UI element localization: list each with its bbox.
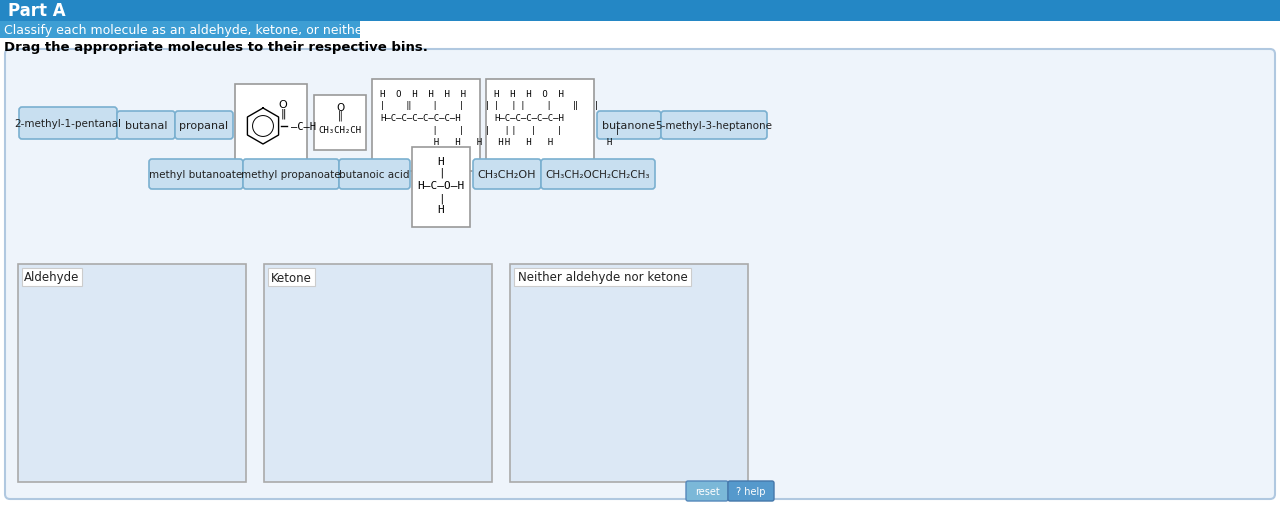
FancyBboxPatch shape — [268, 269, 315, 286]
FancyBboxPatch shape — [116, 112, 175, 140]
Text: H  O  H  H  H  H: H O H H H H — [380, 89, 466, 98]
Text: |    |    |          |: | | | | — [494, 125, 620, 134]
FancyBboxPatch shape — [5, 50, 1275, 499]
Text: H   H   H          H: H H H H — [494, 137, 612, 146]
FancyBboxPatch shape — [541, 160, 655, 189]
FancyBboxPatch shape — [412, 147, 470, 228]
Text: H—C—O—H: H—C—O—H — [417, 181, 465, 190]
FancyBboxPatch shape — [596, 112, 660, 140]
Text: Classify each molecule as an aldehyde, ketone, or neither.: Classify each molecule as an aldehyde, k… — [4, 24, 370, 37]
Text: CH₃CH₂OH: CH₃CH₂OH — [477, 170, 536, 180]
FancyBboxPatch shape — [515, 269, 691, 286]
FancyBboxPatch shape — [264, 265, 492, 482]
FancyBboxPatch shape — [474, 160, 541, 189]
Text: |: | — [438, 168, 444, 178]
Text: —C—H: —C—H — [291, 122, 316, 132]
FancyBboxPatch shape — [339, 160, 410, 189]
FancyBboxPatch shape — [18, 265, 246, 482]
Text: CH₃CH₂CH: CH₃CH₂CH — [319, 125, 361, 134]
FancyBboxPatch shape — [660, 112, 767, 140]
Text: CH₃CH₂OCH₂CH₂CH₃: CH₃CH₂OCH₂CH₂CH₃ — [545, 170, 650, 180]
Text: methyl butanoate: methyl butanoate — [150, 170, 243, 180]
Text: propanal: propanal — [179, 121, 229, 131]
Text: methyl propanoate: methyl propanoate — [241, 170, 340, 180]
Text: O: O — [335, 103, 344, 113]
Text: Part A: Part A — [8, 2, 65, 20]
Text: butanoic acid: butanoic acid — [339, 170, 410, 180]
Text: H: H — [438, 205, 444, 215]
FancyBboxPatch shape — [148, 160, 243, 189]
Text: butanal: butanal — [124, 121, 168, 131]
Text: Ketone: Ketone — [271, 271, 312, 284]
Text: O: O — [279, 100, 288, 110]
Text: butanone: butanone — [603, 121, 655, 131]
Text: |    |    |    ‖   |: | | | ‖ | — [494, 100, 599, 109]
FancyBboxPatch shape — [486, 80, 594, 172]
Text: H   H   H   H: H H H H — [380, 137, 503, 146]
FancyBboxPatch shape — [0, 0, 1280, 22]
FancyBboxPatch shape — [22, 269, 82, 286]
Text: Aldehyde: Aldehyde — [24, 271, 79, 284]
Text: H: H — [438, 157, 444, 167]
Text: 2-methyl-1-pentanal: 2-methyl-1-pentanal — [14, 119, 122, 129]
Text: reset: reset — [695, 486, 719, 496]
Text: H—C—C—C—C—C—H: H—C—C—C—C—C—H — [494, 113, 564, 122]
FancyBboxPatch shape — [175, 112, 233, 140]
Text: Drag the appropriate molecules to their respective bins.: Drag the appropriate molecules to their … — [4, 40, 428, 54]
Text: H  H  H  O  H: H H H O H — [494, 89, 564, 98]
FancyBboxPatch shape — [314, 96, 366, 150]
Text: |    ‖    |    |    |    |: | ‖ | | | | — [380, 100, 517, 109]
Text: |: | — [438, 193, 444, 204]
FancyBboxPatch shape — [686, 481, 728, 501]
Text: ‖: ‖ — [280, 109, 285, 119]
Text: 5-methyl-3-heptanone: 5-methyl-3-heptanone — [655, 121, 773, 131]
FancyBboxPatch shape — [372, 80, 480, 172]
FancyBboxPatch shape — [243, 160, 339, 189]
Text: |    |    |    |: | | | | — [380, 125, 517, 134]
FancyBboxPatch shape — [509, 265, 748, 482]
Text: ? help: ? help — [736, 486, 765, 496]
FancyBboxPatch shape — [19, 108, 116, 140]
FancyBboxPatch shape — [728, 481, 774, 501]
FancyBboxPatch shape — [0, 22, 360, 39]
FancyBboxPatch shape — [236, 85, 307, 163]
Text: H—C—C—C—C—C—C—H: H—C—C—C—C—C—C—H — [380, 113, 461, 122]
Text: Neither aldehyde nor ketone: Neither aldehyde nor ketone — [518, 271, 687, 284]
Text: ‖: ‖ — [338, 111, 343, 121]
